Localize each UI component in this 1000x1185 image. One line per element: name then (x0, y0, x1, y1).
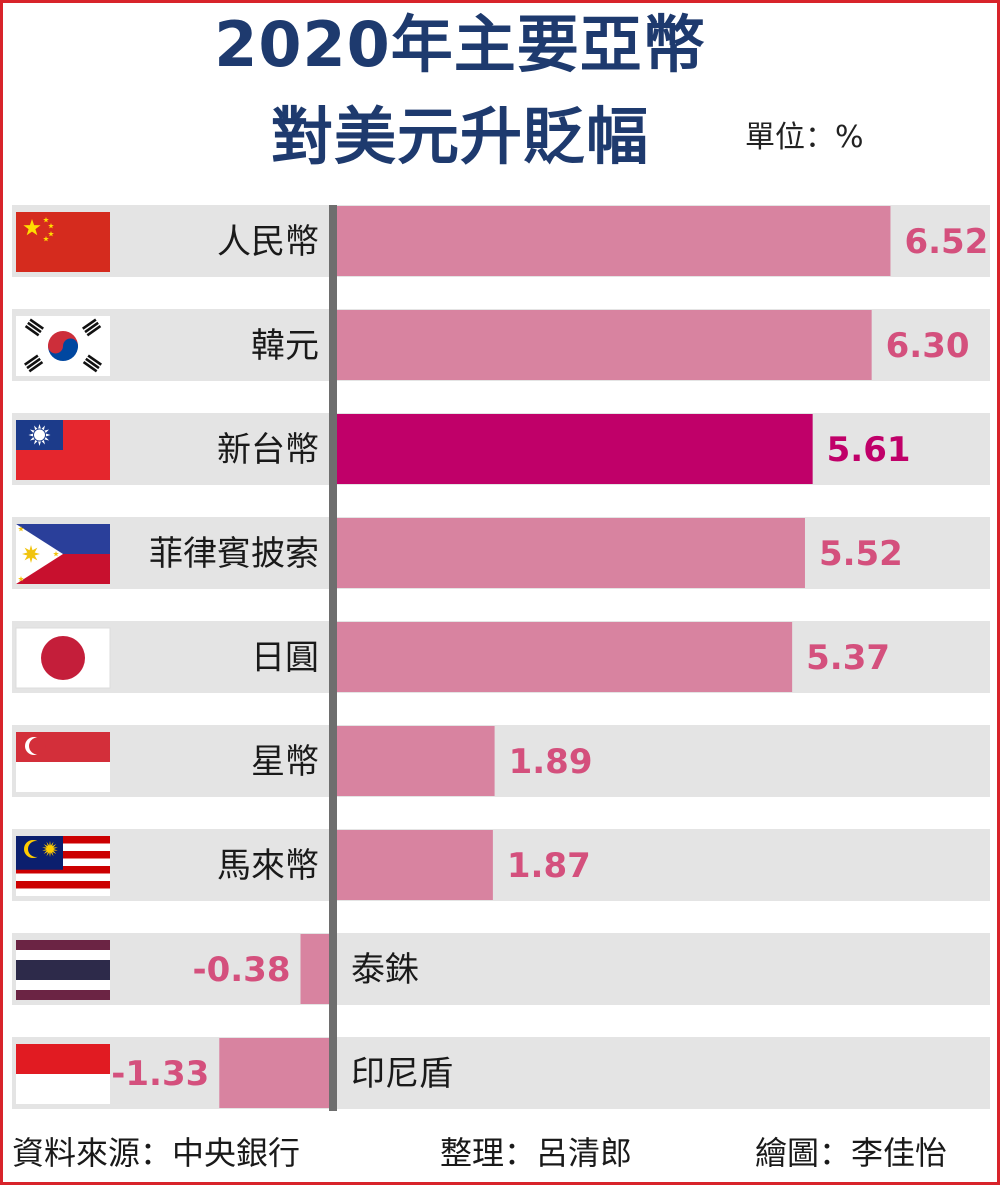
bar (333, 310, 872, 380)
bar (219, 1038, 333, 1108)
category-label: 韓元 (251, 326, 319, 366)
indonesia-flag-icon (16, 1044, 110, 1104)
japan-flag-icon (15, 627, 111, 689)
bar (333, 414, 813, 484)
chart-title-line1: 2020年主要亞幣 (214, 8, 706, 81)
source-credit: 資料來源：中央銀行 (12, 1134, 301, 1172)
row-background (12, 933, 990, 1005)
category-label: 菲律賓披索 (149, 534, 319, 574)
value-label: 1.87 (507, 846, 591, 886)
category-label: 新台幣 (217, 430, 319, 470)
china-flag-icon (16, 212, 110, 272)
unit-label: 單位：% (745, 120, 864, 155)
value-label: 6.30 (886, 326, 970, 366)
row-background (12, 829, 990, 901)
value-label: -0.38 (193, 950, 291, 990)
row-background (12, 725, 990, 797)
south-korea-flag-icon (16, 316, 110, 376)
category-label: 星幣 (251, 742, 319, 782)
value-label: 5.52 (819, 534, 903, 574)
bar (333, 622, 793, 692)
value-label: 5.61 (827, 430, 911, 470)
illustrator-credit: 繪圖：李佳怡 (755, 1134, 948, 1172)
singapore-flag-icon (16, 732, 110, 792)
bar (333, 830, 493, 900)
row-background (12, 1037, 990, 1109)
value-label: 6.52 (904, 222, 988, 262)
philippines-flag-icon (16, 524, 110, 584)
bar (333, 518, 805, 588)
category-label: 馬來幣 (217, 846, 319, 886)
chart-title-line2: 對美元升貶幅 (270, 100, 649, 173)
bar (300, 934, 333, 1004)
editor-credit: 整理：呂清郎 (440, 1134, 633, 1172)
thailand-flag-icon (16, 940, 110, 1000)
category-label: 人民幣 (217, 222, 319, 262)
value-label: -1.33 (111, 1054, 209, 1094)
value-label: 1.89 (509, 742, 593, 782)
zero-axis (329, 205, 337, 1111)
value-label: 5.37 (806, 638, 890, 678)
category-label: 印尼盾 (351, 1054, 453, 1094)
category-label: 日圓 (251, 638, 319, 678)
malaysia-flag-icon (16, 836, 110, 896)
bar (333, 206, 891, 276)
bar (333, 726, 495, 796)
category-label: 泰銖 (351, 950, 419, 990)
taiwan-flag-icon (16, 420, 110, 480)
